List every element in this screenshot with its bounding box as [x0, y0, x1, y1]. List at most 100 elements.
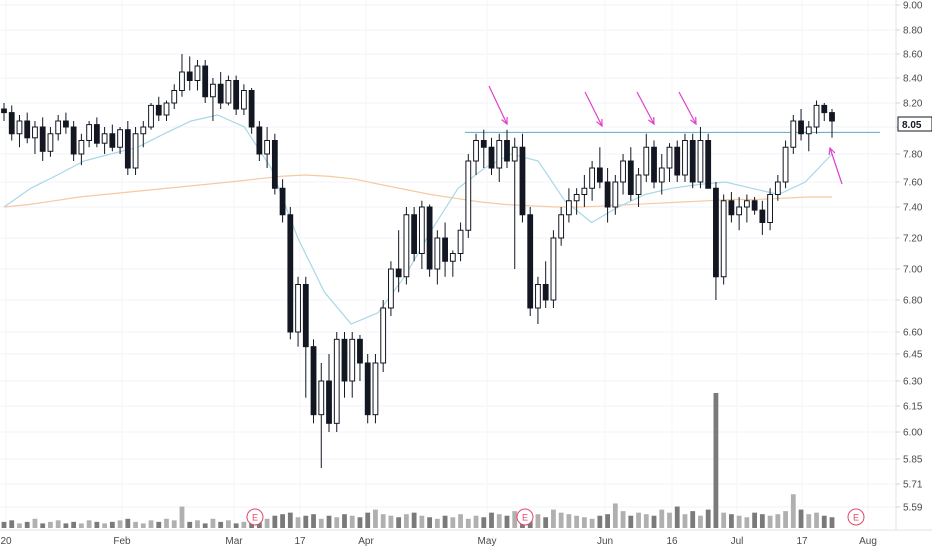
volume-bar [473, 515, 479, 528]
volume-bar [798, 509, 804, 528]
candle-body [63, 120, 69, 128]
candle-body [488, 146, 495, 169]
earnings-marker-label: E [853, 513, 859, 523]
volume-bar [1, 521, 7, 528]
arrow-shaft [678, 91, 697, 125]
volume-bar [179, 506, 185, 528]
candle-body [155, 104, 162, 116]
volume-bar [32, 518, 38, 528]
volume-bar [659, 509, 665, 528]
volume-bar [40, 523, 46, 528]
moving-averages [3, 114, 833, 325]
volume-bar [682, 514, 688, 528]
candle-body [527, 214, 534, 309]
volume-bar [411, 512, 417, 528]
volume-bar [489, 512, 494, 528]
volume-bar [806, 514, 812, 528]
x-tick-label: Jun [597, 536, 613, 547]
y-tick-label: 6.45 [903, 350, 923, 361]
candle-body [705, 140, 712, 189]
candle-body [109, 133, 116, 148]
candle-body [380, 307, 387, 364]
y-tick-label: 5.85 [903, 455, 923, 466]
volume-bar [218, 521, 224, 528]
candle-body [403, 214, 410, 278]
volume-bar [280, 514, 285, 528]
candle-body [248, 90, 255, 128]
candle-body [805, 126, 812, 135]
candle-body [643, 146, 650, 176]
last-price-tag-box [897, 116, 932, 132]
candle-body [32, 126, 38, 139]
candle-body [736, 206, 743, 216]
candle-body [751, 200, 758, 211]
volume-bar [156, 521, 162, 528]
volume-bar [465, 518, 471, 528]
volume-bar [543, 517, 549, 528]
volume-bar [496, 514, 502, 528]
volume-bar [164, 518, 169, 528]
candle-body [372, 362, 379, 416]
volume-bar [48, 521, 53, 528]
arrow-head [690, 116, 697, 126]
x-tick-label: Mar [225, 536, 243, 547]
y-tick-label: 7.00 [903, 265, 923, 276]
arrow-head [501, 116, 508, 126]
volume-bar [450, 517, 456, 528]
volume-bar [102, 523, 107, 528]
y-tick-label: 8.20 [903, 99, 923, 110]
volume-bar [458, 514, 463, 528]
volume-bar [783, 511, 788, 528]
candle-body [326, 380, 332, 424]
arrow-head [828, 146, 836, 155]
volume-bar [226, 520, 231, 528]
candle-body [449, 253, 456, 262]
candle-body [388, 268, 394, 309]
earnings-marker-label: E [522, 513, 528, 523]
candle-body [148, 104, 154, 128]
candle-body [411, 214, 418, 254]
candle-body [240, 90, 247, 110]
volume-bar [295, 517, 301, 528]
volume-bar [558, 512, 564, 528]
volume-bar [140, 523, 146, 528]
earnings-circle [246, 508, 264, 526]
last-price-tag: 8.05 [897, 116, 932, 132]
volume-bar [775, 514, 781, 528]
candle-body [612, 181, 619, 208]
candle-body [689, 140, 696, 183]
volume-bar [318, 518, 324, 528]
x-tick-label: Jul [731, 536, 744, 547]
candle-body [666, 146, 673, 169]
candle-body [179, 71, 185, 91]
candle-body [279, 187, 286, 216]
candle-body [132, 133, 139, 169]
y-tick-label: 6.30 [903, 377, 923, 388]
volume-bar [705, 509, 711, 528]
candle-body [8, 112, 15, 135]
volume-bar [202, 523, 208, 528]
x-tick-label: 20 [0, 536, 12, 547]
candle-body [504, 140, 510, 162]
volume-bar [512, 511, 518, 528]
candle-body [418, 206, 425, 254]
candle-body [535, 284, 541, 309]
candle-body [465, 160, 472, 231]
volume-bar [713, 393, 719, 528]
volume-bar [403, 514, 409, 528]
candle-body [728, 200, 735, 216]
arrow-head [596, 118, 603, 128]
time-axis: 20 Feb Mar 17 Apr May Jun 16 Jul 17 Aug [0, 529, 932, 547]
arrow-shaft [584, 91, 603, 127]
volume-bar [736, 515, 742, 528]
volume-bar [698, 515, 703, 528]
candle-body [682, 140, 688, 176]
candle-body [318, 380, 325, 416]
candle-body [233, 80, 240, 110]
long-moving-average-line [3, 174, 832, 208]
earnings-circle [516, 508, 534, 526]
volume-bar [342, 514, 347, 528]
